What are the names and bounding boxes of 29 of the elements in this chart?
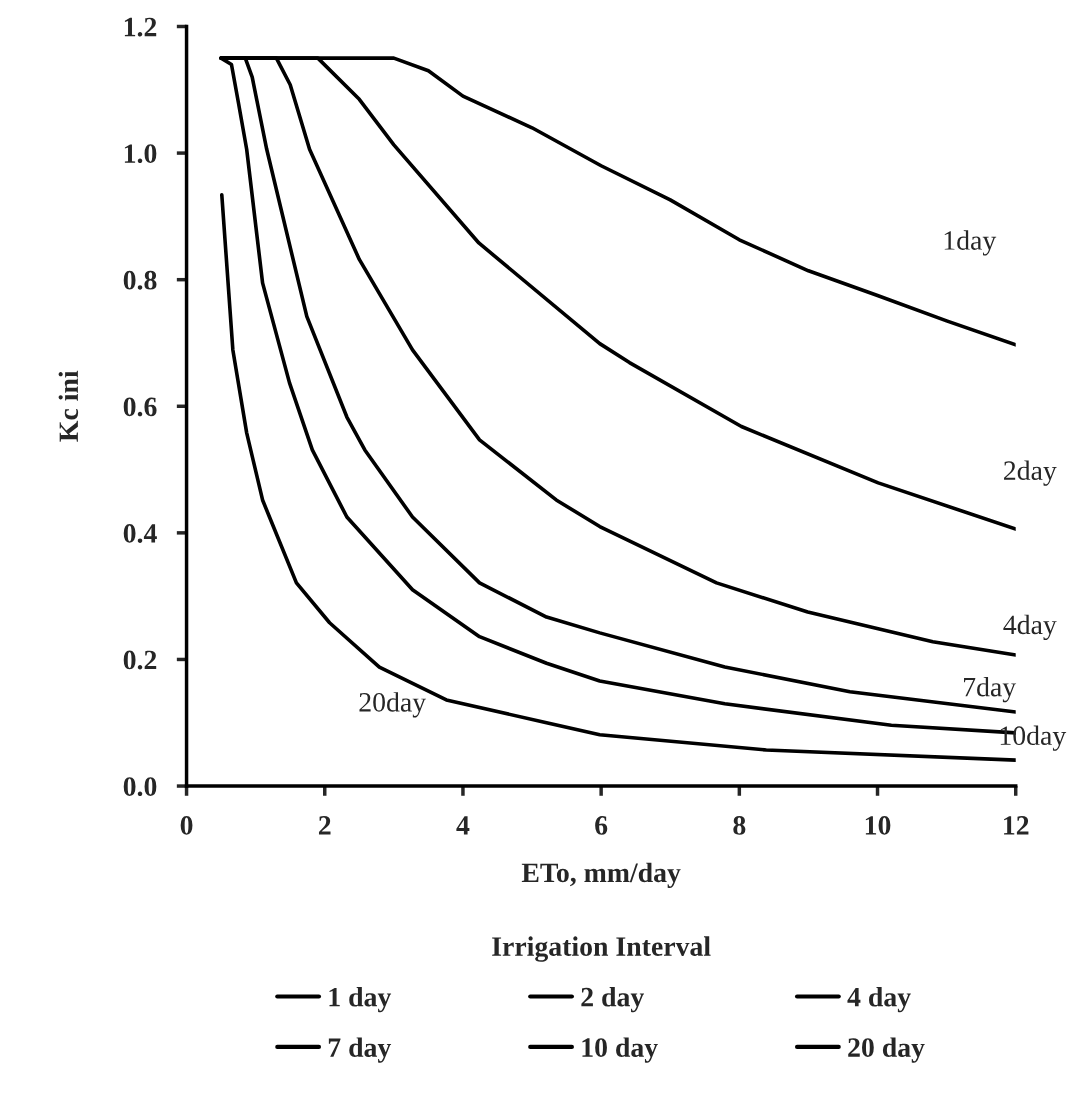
y-tick-label: 1.2 [124,17,157,37]
y-tick-label: 1.0 [124,144,157,164]
legend-label: 1 day [329,986,392,1013]
x-tick-label: 0 [180,816,193,835]
y-tick-label: 0.4 [123,524,157,543]
legend-title: Irrigation Interval [492,936,711,962]
x-tick-label: 4 [456,816,470,835]
annotation: 10day [1000,725,1067,751]
annotation: 20day [359,692,427,718]
x-tick-label: 8 [733,816,746,835]
legend-label: 2 day [581,986,645,1013]
legend-label: 7 day [328,1037,392,1063]
y-axis-title: Kc ini [58,370,79,442]
annotation: 1day [944,230,997,256]
y-tick-label: 0.6 [123,397,157,417]
annotation: 7day [964,676,1017,703]
legend-label: 4 day [847,986,911,1013]
x-tick-label: 10 [865,816,891,835]
y-tick-label: 0.8 [123,270,157,290]
annotation: 2day [1004,460,1057,486]
x-tick-label: 12 [1004,816,1029,835]
legend-label: 10 day [582,1037,658,1063]
annotation: 4day [1003,614,1057,640]
y-tick-label: 0.2 [123,650,157,670]
legend-label: 20 day [848,1037,925,1063]
x-axis-title: ETo, mm/day [521,862,681,888]
x-tick-label: 2 [318,816,331,835]
x-tick-label: 6 [595,816,608,835]
y-tick-label: 0.0 [123,777,157,797]
